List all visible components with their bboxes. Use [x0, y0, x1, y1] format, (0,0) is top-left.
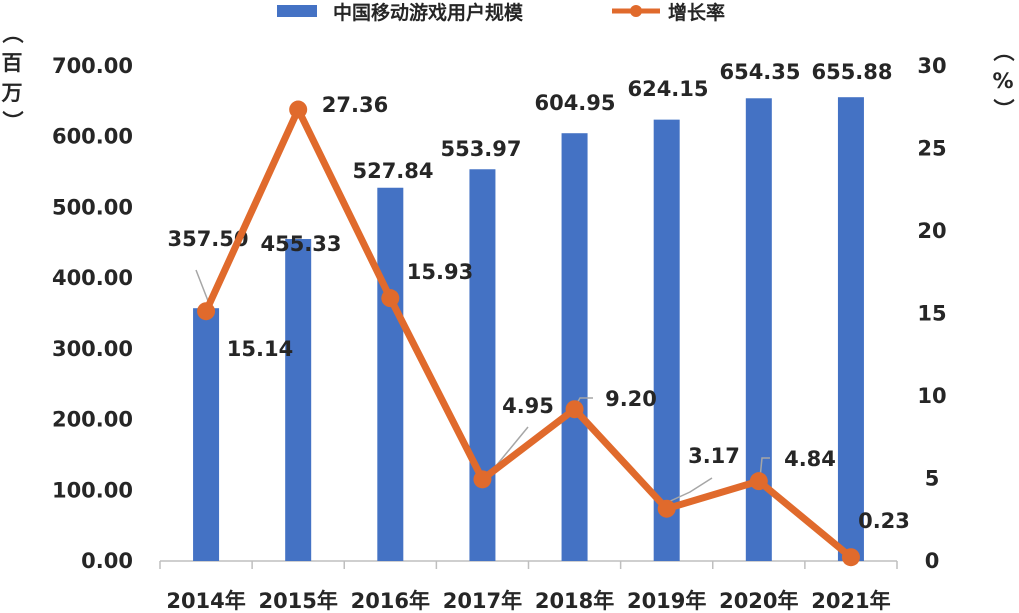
- x-tick-label: 2017年: [443, 589, 522, 613]
- right-axis-ticks: 0 5 10 15 20 25 30: [917, 54, 946, 573]
- bar-data-label: 553.97: [440, 137, 521, 161]
- line-data-label: 4.84: [784, 447, 836, 471]
- right-unit-char: %: [992, 69, 1013, 93]
- left-unit-char: ）: [0, 111, 24, 132]
- right-unit-char: （: [991, 41, 1015, 62]
- line-data-label: 27.36: [322, 93, 388, 117]
- right-unit-char: ）: [991, 99, 1015, 120]
- left-unit-char: 百: [2, 51, 23, 75]
- right-tick-label: 5: [925, 467, 940, 491]
- right-tick-label: 25: [917, 137, 946, 161]
- line-data-label: 0.23: [858, 509, 910, 533]
- legend-line-marker: [630, 5, 642, 17]
- bar-data-label: 455.33: [260, 232, 341, 256]
- bar: [561, 133, 588, 561]
- x-tick-label: 2018年: [535, 589, 614, 613]
- growth-rate-point: [565, 400, 584, 419]
- line-data-label: 3.17: [688, 444, 740, 468]
- left-tick-label: 100.00: [52, 478, 133, 502]
- x-axis-labels: 2014年 2015年 2016年 2017年 2018年 2019年 2020年 2021年: [166, 589, 890, 613]
- growth-rate-line: [202, 106, 855, 561]
- growth-rate-point: [289, 100, 308, 119]
- bar: [653, 119, 680, 562]
- line-data-label: 4.95: [502, 394, 554, 418]
- right-tick-label: 20: [917, 219, 946, 243]
- bar-data-labels: 357.50 455.33527.84553.97604.95624.15654.…: [167, 60, 892, 256]
- x-tick-label: 2021年: [811, 589, 890, 613]
- bar: [469, 169, 496, 561]
- legend-line-label: 增长率: [668, 1, 725, 24]
- bar-data-label: 604.95: [534, 91, 615, 115]
- legend-bar-label: 中国移动游戏用户规模: [333, 1, 524, 24]
- left-tick-label: 600.00: [52, 125, 133, 149]
- growth-rate-point: [197, 302, 216, 321]
- x-tick-label: 2014年: [166, 589, 245, 613]
- right-axis-unit: （% ）: [991, 41, 1015, 120]
- bar: [837, 97, 864, 561]
- growth-rate-point: [381, 289, 400, 308]
- x-tick-label: 2020年: [719, 589, 798, 613]
- right-tick-label: 10: [917, 384, 946, 408]
- bar-data-label: 655.88: [811, 60, 892, 84]
- left-unit-char: （: [0, 23, 24, 44]
- growth-rate-point: [841, 548, 860, 567]
- left-tick-label: 0.00: [81, 549, 133, 573]
- line-data-label: 9.20: [605, 387, 657, 411]
- right-tick-label: 0: [925, 549, 940, 573]
- label-leader-line: [759, 457, 770, 479]
- x-tick-label: 2016年: [351, 589, 430, 613]
- x-tick-label: 2015年: [258, 589, 337, 613]
- left-tick-label: 700.00: [52, 54, 133, 78]
- left-tick-label: 500.00: [52, 195, 133, 219]
- growth-rate-point: [749, 472, 768, 491]
- growth-rate-point: [473, 470, 492, 489]
- growth-rate-point: [657, 499, 676, 518]
- right-tick-label: 15: [917, 302, 946, 326]
- line-data-label: 15.14: [227, 337, 293, 361]
- bar: [193, 308, 220, 561]
- left-unit-char: 万: [1, 81, 23, 105]
- label-leader-line: [665, 477, 713, 504]
- bar: [285, 239, 312, 561]
- right-tick-label: 30: [917, 54, 946, 78]
- left-axis-ticks: 0.00 100.00 200.00 300.00 400.00 500.00 600.00…: [52, 54, 133, 573]
- line-data-label: 15.93: [407, 260, 473, 284]
- x-tick-label: 2019年: [627, 589, 706, 613]
- bar: [377, 187, 404, 562]
- line-data-labels: 15.14 27.36 15.93 4.95 9.20 3.17 4.84 0.23: [227, 93, 910, 533]
- legend-bar-swatch: [277, 5, 317, 17]
- bar-data-label: 654.35: [719, 60, 800, 84]
- bar-series: [193, 97, 864, 562]
- legend: 中国移动游戏用户规模 增长率: [277, 1, 725, 24]
- bar-data-label: 527.84: [352, 159, 433, 183]
- line-series: [197, 100, 860, 567]
- bar-data-label: 624.15: [627, 77, 708, 101]
- left-tick-label: 300.00: [52, 337, 133, 361]
- left-tick-label: 200.00: [52, 408, 133, 432]
- x-axis-tick-marks: [159, 561, 898, 569]
- left-axis-unit: （ 百万 ）: [0, 23, 24, 132]
- left-tick-label: 400.00: [52, 266, 133, 290]
